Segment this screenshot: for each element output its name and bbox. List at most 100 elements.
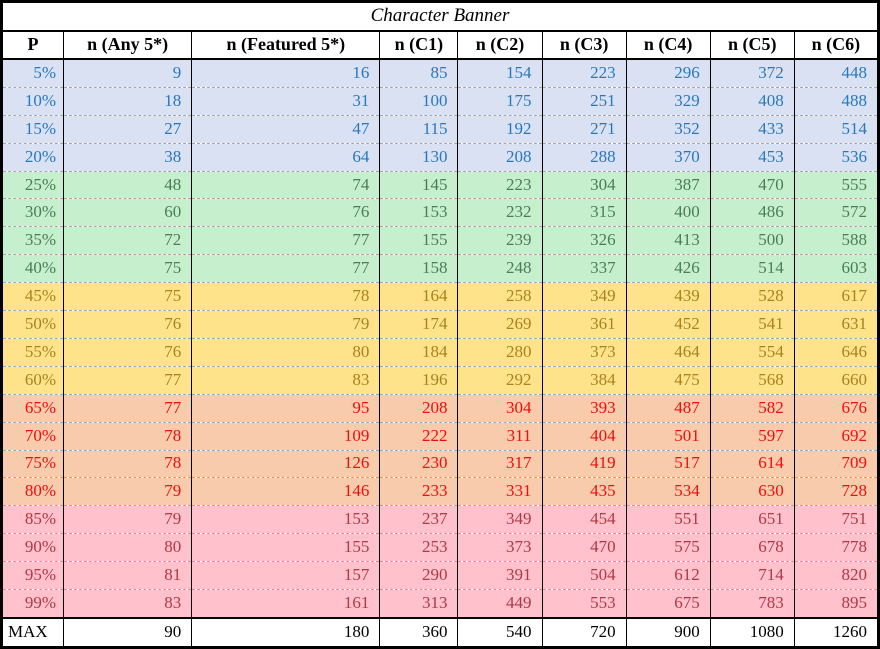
table-row: 15% 27 47 115 192 271 352 433 514 [1,114,879,144]
value-cell: 288 [541,142,627,172]
value-cell: 85 [379,59,458,88]
probability-cell: 15% [1,114,64,144]
value-cell: 895 [793,588,879,618]
value-cell: 709 [793,449,879,478]
value-cell: 76 [191,198,380,227]
value-cell: 16 [191,59,380,88]
value-cell: 158 [379,254,458,283]
value-cell: 778 [793,533,879,562]
value-cell: 555 [793,170,879,199]
value-cell: 426 [625,254,711,283]
value-cell: 76 [63,310,192,339]
value-cell: 372 [709,59,795,88]
value-cell: 783 [709,588,795,618]
table-row: 75% 78 126 230 317 419 517 614 709 [1,449,879,478]
value-cell: 72 [63,226,192,255]
value-cell: 146 [191,477,380,506]
value-cell: 175 [457,86,543,116]
probability-cell: 30% [1,198,64,227]
value-cell: 568 [709,365,795,395]
probability-cell: 75% [1,449,64,478]
value-cell: 391 [457,561,543,590]
value-cell: 400 [625,198,711,227]
value-cell: 541 [709,310,795,339]
value-cell: 349 [457,505,543,534]
value-cell: 452 [625,310,711,339]
value-cell: 155 [191,533,380,562]
value-cell: 109 [191,421,380,450]
table-row: 50% 76 79 174 269 361 452 541 631 [1,310,879,339]
table-row: 80% 79 146 233 331 435 534 630 728 [1,477,879,506]
column-header-featured5: n (Featured 5*) [191,31,380,60]
value-cell: 614 [709,449,795,478]
value-cell: 487 [625,393,711,423]
value-cell: 304 [457,393,543,423]
value-cell: 408 [709,86,795,116]
value-cell: 269 [457,310,543,339]
value-cell: 554 [709,337,795,367]
value-cell: 9 [63,59,192,88]
value-cell: 304 [541,170,627,199]
table-row: 95% 81 157 290 391 504 612 714 820 [1,561,879,590]
max-row: MAX 90 180 360 540 720 900 1080 1260 [1,616,879,648]
table-title: Character Banner [1,1,879,32]
value-cell: 311 [457,421,543,450]
max-value-cell: 360 [379,616,458,648]
table-title-row: Character Banner [1,1,879,32]
value-cell: 47 [191,114,380,144]
value-cell: 393 [541,393,627,423]
probability-cell: 35% [1,226,64,255]
value-cell: 155 [379,226,458,255]
value-cell: 612 [625,561,711,590]
value-cell: 475 [625,365,711,395]
probability-cell: 80% [1,477,64,506]
value-cell: 164 [379,282,458,311]
value-cell: 222 [379,421,458,450]
value-cell: 233 [379,477,458,506]
probability-cell: 55% [1,337,64,367]
value-cell: 290 [379,561,458,590]
column-header-c5: n (C5) [709,31,795,60]
value-cell: 79 [63,477,192,506]
value-cell: 208 [379,393,458,423]
column-header-c3: n (C3) [541,31,627,60]
value-cell: 95 [191,393,380,423]
value-cell: 572 [793,198,879,227]
table-row: 5% 9 16 85 154 223 296 372 448 [1,59,879,88]
value-cell: 154 [457,59,543,88]
value-cell: 75 [63,282,192,311]
value-cell: 751 [793,505,879,534]
value-cell: 536 [793,142,879,172]
value-cell: 630 [709,477,795,506]
max-value-cell: 1080 [709,616,795,648]
value-cell: 292 [457,365,543,395]
value-cell: 435 [541,477,627,506]
value-cell: 448 [793,59,879,88]
probability-cell: 40% [1,254,64,283]
value-cell: 588 [793,226,879,255]
value-cell: 329 [625,86,711,116]
probability-cell: 5% [1,59,64,88]
value-cell: 404 [541,421,627,450]
probability-cell: 85% [1,505,64,534]
probability-cell: 25% [1,170,64,199]
max-value-cell: 720 [541,616,627,648]
value-cell: 223 [541,59,627,88]
value-cell: 38 [63,142,192,172]
value-cell: 820 [793,561,879,590]
value-cell: 486 [709,198,795,227]
value-cell: 603 [793,254,879,283]
table-body: 5% 9 16 85 154 223 296 372 448 10% 18 31 100 175 251 32… [1,59,879,648]
value-cell: 78 [63,421,192,450]
value-cell: 184 [379,337,458,367]
value-cell: 676 [793,393,879,423]
table-row: 35% 72 77 155 239 326 413 500 588 [1,226,879,255]
value-cell: 313 [379,588,458,618]
table-row: 85% 79 153 237 349 454 551 651 751 [1,505,879,534]
column-header-c1: n (C1) [379,31,458,60]
value-cell: 419 [541,449,627,478]
value-cell: 31 [191,86,380,116]
value-cell: 79 [63,505,192,534]
value-cell: 145 [379,170,458,199]
